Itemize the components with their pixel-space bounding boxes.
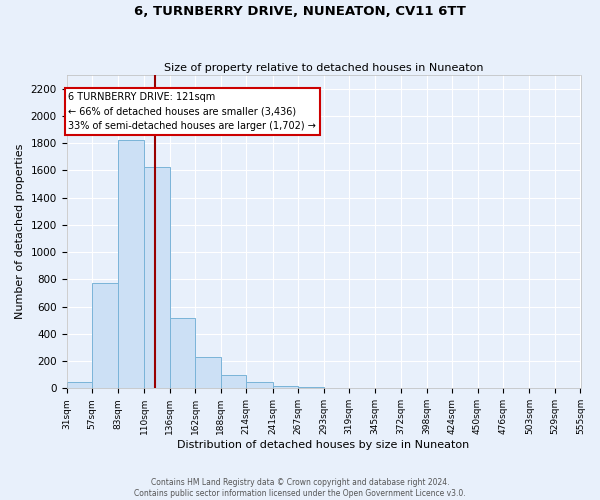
Bar <box>118 140 144 388</box>
Bar <box>144 167 170 388</box>
Bar <box>92 283 118 389</box>
Bar <box>298 387 323 388</box>
Text: 6 TURNBERRY DRIVE: 121sqm
← 66% of detached houses are smaller (3,436)
33% of se: 6 TURNBERRY DRIVE: 121sqm ← 66% of detac… <box>68 92 316 131</box>
Bar <box>246 382 272 388</box>
Text: 6, TURNBERRY DRIVE, NUNEATON, CV11 6TT: 6, TURNBERRY DRIVE, NUNEATON, CV11 6TT <box>134 5 466 18</box>
Bar <box>67 382 92 388</box>
Bar <box>170 318 195 388</box>
Bar <box>221 374 246 388</box>
Bar <box>272 386 298 388</box>
Y-axis label: Number of detached properties: Number of detached properties <box>15 144 25 320</box>
Bar <box>195 357 221 388</box>
X-axis label: Distribution of detached houses by size in Nuneaton: Distribution of detached houses by size … <box>178 440 470 450</box>
Title: Size of property relative to detached houses in Nuneaton: Size of property relative to detached ho… <box>164 63 483 73</box>
Text: Contains HM Land Registry data © Crown copyright and database right 2024.
Contai: Contains HM Land Registry data © Crown c… <box>134 478 466 498</box>
